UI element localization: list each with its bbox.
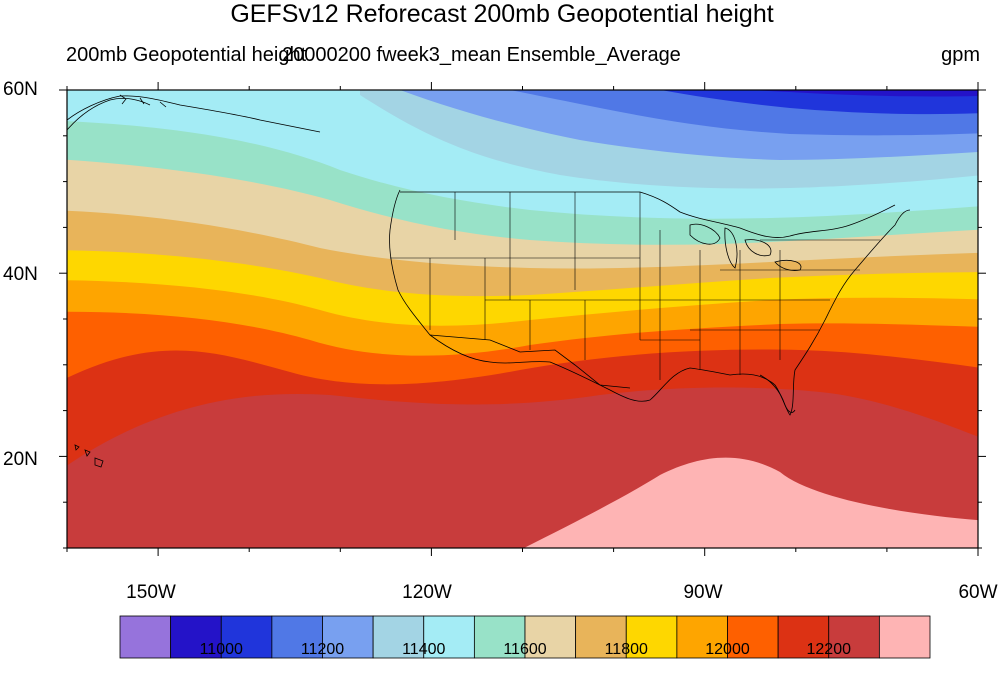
boundaries: [67, 94, 911, 468]
contour-bands: [67, 90, 978, 548]
florida-peninsula: [759, 374, 796, 413]
colorbar-box: [777, 615, 830, 659]
colorbar-box: [676, 615, 728, 659]
tick-marks: [59, 82, 986, 556]
colorbar-label: 11800: [604, 641, 648, 658]
colorbar-box: [372, 615, 425, 659]
colorbar-label: 12200: [806, 641, 852, 658]
run-subtitle: 20000200 fweek3_mean Ensemble_Average: [282, 44, 681, 66]
colorbar-label: 12000: [705, 641, 750, 658]
colorbar-box: [119, 615, 172, 659]
lon-label-60w: 60W: [958, 582, 998, 603]
colorbar-box: [625, 615, 678, 659]
colorbar-label: 11000: [199, 641, 243, 658]
colorbar-box: [473, 615, 526, 659]
hawaii-islands: [74, 444, 104, 468]
lat-label-40n: 40N: [3, 264, 38, 285]
units-label: gpm: [941, 44, 980, 66]
state-lines: [390, 192, 880, 380]
lat-label-60n: 60N: [3, 79, 38, 100]
colorbar-label: 11600: [503, 641, 547, 658]
colorbar-boxes: [119, 615, 931, 659]
lat-label-20n: 20N: [3, 449, 38, 470]
lon-label-90w: 90W: [683, 582, 723, 603]
colorbar-box: [322, 615, 374, 659]
great-lakes: [689, 223, 802, 271]
lon-label-120w: 120W: [402, 582, 452, 603]
alaska-coast: [67, 94, 167, 131]
colorbar-box: [878, 615, 931, 659]
coastline-north-america: [67, 95, 911, 416]
colorbar-box: [575, 615, 627, 659]
colorbar-box: [828, 615, 880, 659]
colorbar-box: [220, 615, 273, 659]
main-title: GEFSv12 Reforecast 200mb Geopotential he…: [230, 0, 774, 28]
colorbar-label: 11200: [300, 641, 345, 658]
variable-subtitle: 200mb Geopotential height: [66, 44, 307, 66]
us-mexico-border: [429, 334, 631, 389]
band-10900: [751, 90, 978, 97]
colorbar-label: 11400: [402, 641, 446, 658]
lon-label-150w: 150W: [126, 582, 176, 603]
colorbar-box: [524, 615, 577, 659]
us-canada-border: [400, 191, 896, 238]
